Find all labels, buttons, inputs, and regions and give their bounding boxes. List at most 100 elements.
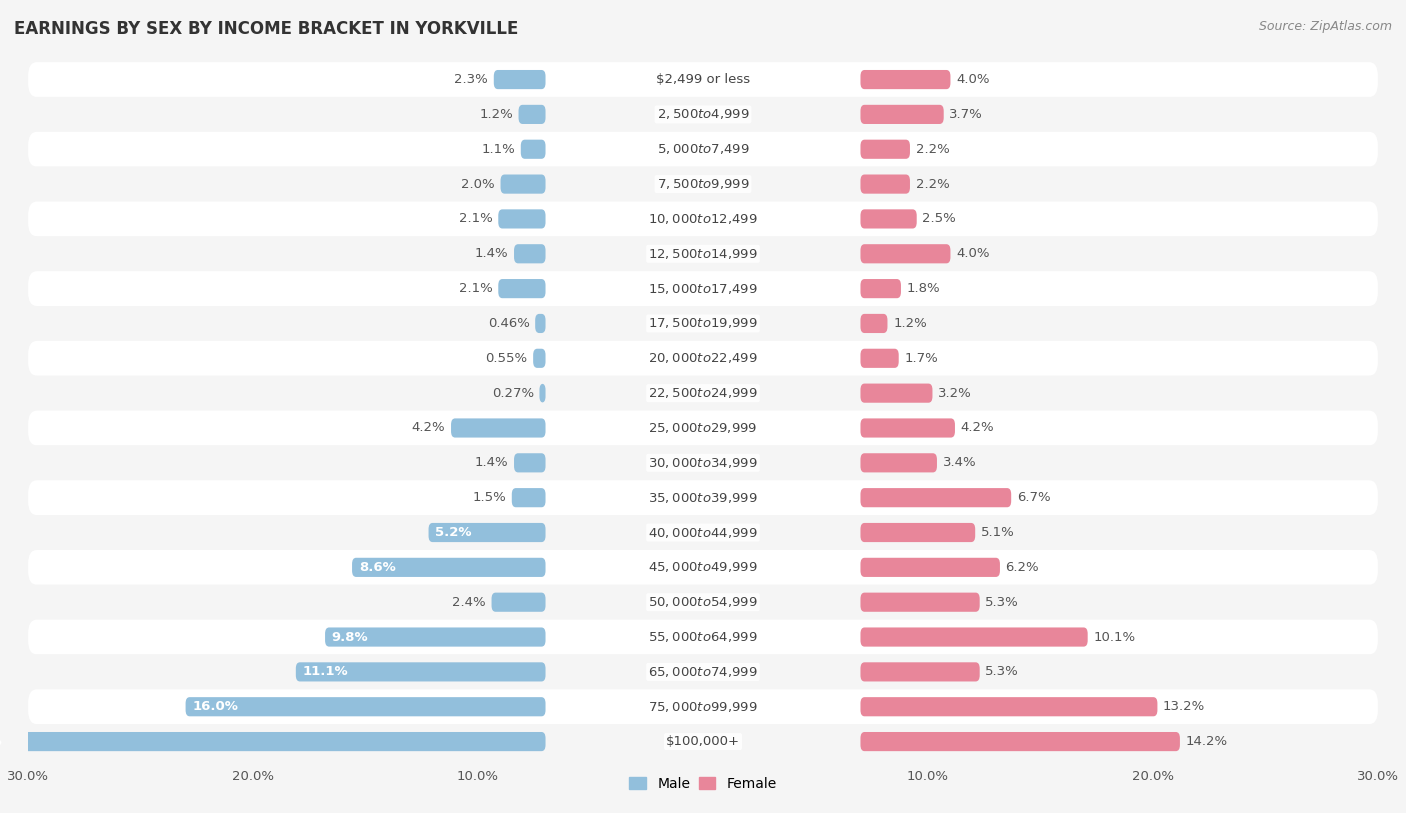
Text: 1.2%: 1.2% xyxy=(893,317,927,330)
FancyBboxPatch shape xyxy=(860,628,1088,646)
Text: 4.0%: 4.0% xyxy=(956,73,990,86)
Text: $75,000 to $99,999: $75,000 to $99,999 xyxy=(648,700,758,714)
Text: 1.7%: 1.7% xyxy=(904,352,938,365)
Text: 0.46%: 0.46% xyxy=(488,317,530,330)
Legend: Male, Female: Male, Female xyxy=(624,771,782,796)
Text: 16.0%: 16.0% xyxy=(193,700,238,713)
FancyBboxPatch shape xyxy=(28,237,1378,272)
FancyBboxPatch shape xyxy=(28,272,1378,306)
FancyBboxPatch shape xyxy=(860,105,943,124)
FancyBboxPatch shape xyxy=(860,454,936,472)
Text: 1.2%: 1.2% xyxy=(479,108,513,121)
FancyBboxPatch shape xyxy=(28,620,1378,654)
FancyBboxPatch shape xyxy=(860,209,917,228)
Text: 11.1%: 11.1% xyxy=(302,665,349,678)
FancyBboxPatch shape xyxy=(28,341,1378,376)
FancyBboxPatch shape xyxy=(860,384,932,402)
FancyBboxPatch shape xyxy=(860,70,950,89)
Text: $7,500 to $9,999: $7,500 to $9,999 xyxy=(657,177,749,191)
Text: $50,000 to $54,999: $50,000 to $54,999 xyxy=(648,595,758,609)
FancyBboxPatch shape xyxy=(28,411,1378,446)
FancyBboxPatch shape xyxy=(860,523,976,542)
FancyBboxPatch shape xyxy=(520,140,546,159)
Text: 5.2%: 5.2% xyxy=(436,526,472,539)
FancyBboxPatch shape xyxy=(28,202,1378,237)
FancyBboxPatch shape xyxy=(860,244,950,263)
Text: 2.2%: 2.2% xyxy=(915,177,949,190)
Text: 1.1%: 1.1% xyxy=(481,143,515,156)
Text: 8.6%: 8.6% xyxy=(359,561,395,574)
Text: 9.8%: 9.8% xyxy=(332,631,368,644)
FancyBboxPatch shape xyxy=(860,698,1157,716)
Text: 1.4%: 1.4% xyxy=(475,456,509,469)
FancyBboxPatch shape xyxy=(28,306,1378,341)
FancyBboxPatch shape xyxy=(860,314,887,333)
Text: Source: ZipAtlas.com: Source: ZipAtlas.com xyxy=(1258,20,1392,33)
Text: $35,000 to $39,999: $35,000 to $39,999 xyxy=(648,491,758,505)
Text: 2.5%: 2.5% xyxy=(922,212,956,225)
FancyBboxPatch shape xyxy=(28,376,1378,411)
Text: 4.0%: 4.0% xyxy=(956,247,990,260)
FancyBboxPatch shape xyxy=(352,558,546,577)
FancyBboxPatch shape xyxy=(494,70,546,89)
Text: $2,500 to $4,999: $2,500 to $4,999 xyxy=(657,107,749,121)
Text: 10.1%: 10.1% xyxy=(1094,631,1136,644)
FancyBboxPatch shape xyxy=(28,550,1378,585)
Text: $30,000 to $34,999: $30,000 to $34,999 xyxy=(648,456,758,470)
FancyBboxPatch shape xyxy=(533,349,546,367)
Text: $12,500 to $14,999: $12,500 to $14,999 xyxy=(648,247,758,261)
FancyBboxPatch shape xyxy=(860,488,1011,507)
FancyBboxPatch shape xyxy=(860,140,910,159)
Text: 2.1%: 2.1% xyxy=(458,282,492,295)
Text: 13.2%: 13.2% xyxy=(1163,700,1205,713)
Text: $20,000 to $22,499: $20,000 to $22,499 xyxy=(648,351,758,365)
Text: EARNINGS BY SEX BY INCOME BRACKET IN YORKVILLE: EARNINGS BY SEX BY INCOME BRACKET IN YOR… xyxy=(14,20,519,38)
FancyBboxPatch shape xyxy=(28,97,1378,132)
Text: 2.2%: 2.2% xyxy=(915,143,949,156)
FancyBboxPatch shape xyxy=(498,209,546,228)
FancyBboxPatch shape xyxy=(28,724,1378,759)
FancyBboxPatch shape xyxy=(325,628,546,646)
FancyBboxPatch shape xyxy=(515,454,546,472)
FancyBboxPatch shape xyxy=(28,132,1378,167)
FancyBboxPatch shape xyxy=(28,167,1378,202)
Text: 2.1%: 2.1% xyxy=(458,212,492,225)
Text: $40,000 to $44,999: $40,000 to $44,999 xyxy=(648,525,758,540)
Text: 1.5%: 1.5% xyxy=(472,491,506,504)
FancyBboxPatch shape xyxy=(28,515,1378,550)
Text: $10,000 to $12,499: $10,000 to $12,499 xyxy=(648,212,758,226)
FancyBboxPatch shape xyxy=(451,419,546,437)
FancyBboxPatch shape xyxy=(28,446,1378,480)
FancyBboxPatch shape xyxy=(492,593,546,612)
Text: $15,000 to $17,499: $15,000 to $17,499 xyxy=(648,281,758,296)
Text: $17,500 to $19,999: $17,500 to $19,999 xyxy=(648,316,758,330)
Text: 0.55%: 0.55% xyxy=(485,352,527,365)
FancyBboxPatch shape xyxy=(295,663,546,681)
FancyBboxPatch shape xyxy=(860,593,980,612)
FancyBboxPatch shape xyxy=(0,732,546,751)
Text: 6.7%: 6.7% xyxy=(1017,491,1050,504)
FancyBboxPatch shape xyxy=(429,523,546,542)
FancyBboxPatch shape xyxy=(536,314,546,333)
FancyBboxPatch shape xyxy=(860,419,955,437)
FancyBboxPatch shape xyxy=(860,175,910,193)
Text: $45,000 to $49,999: $45,000 to $49,999 xyxy=(648,560,758,574)
FancyBboxPatch shape xyxy=(512,488,546,507)
FancyBboxPatch shape xyxy=(860,349,898,367)
Text: 3.4%: 3.4% xyxy=(942,456,976,469)
FancyBboxPatch shape xyxy=(860,558,1000,577)
FancyBboxPatch shape xyxy=(860,732,1180,751)
FancyBboxPatch shape xyxy=(498,279,546,298)
Text: 5.3%: 5.3% xyxy=(986,665,1019,678)
Text: 4.2%: 4.2% xyxy=(960,421,994,434)
FancyBboxPatch shape xyxy=(501,175,546,193)
Text: 5.1%: 5.1% xyxy=(981,526,1015,539)
FancyBboxPatch shape xyxy=(28,654,1378,689)
FancyBboxPatch shape xyxy=(860,279,901,298)
FancyBboxPatch shape xyxy=(28,689,1378,724)
Text: 26.5%: 26.5% xyxy=(0,735,1,748)
Text: 2.4%: 2.4% xyxy=(453,596,486,609)
Text: 6.2%: 6.2% xyxy=(1005,561,1039,574)
Text: 1.4%: 1.4% xyxy=(475,247,509,260)
Text: 5.3%: 5.3% xyxy=(986,596,1019,609)
